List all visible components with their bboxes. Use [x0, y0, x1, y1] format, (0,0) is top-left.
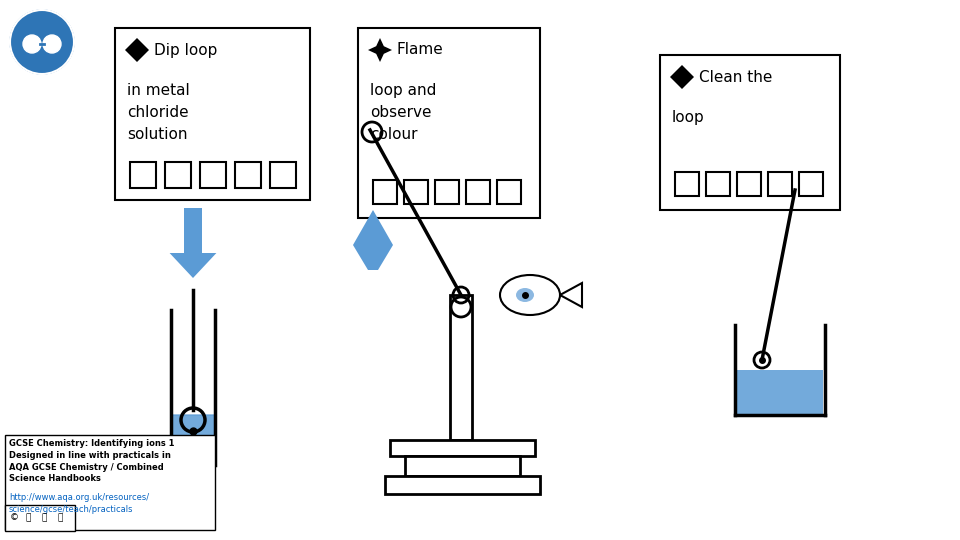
Bar [165, 162, 191, 188]
Text: Clean the: Clean the [699, 70, 773, 84]
Bar [373, 180, 397, 204]
Bar [358, 28, 540, 218]
Bar [737, 370, 823, 415]
Text: ©: © [10, 514, 19, 523]
Ellipse shape [500, 275, 560, 315]
Bar [5, 435, 215, 530]
Bar [497, 180, 521, 204]
Bar [390, 440, 535, 456]
Bar [660, 55, 840, 210]
Text: Flame: Flame [397, 43, 444, 57]
Bar [5, 505, 75, 531]
Bar [450, 295, 472, 440]
Bar [235, 162, 261, 188]
Bar [200, 162, 226, 188]
Ellipse shape [516, 288, 534, 302]
Text: http://www.aqa.org.uk/resources/
science/gcse/teach/practicals: http://www.aqa.org.uk/resources/ science… [9, 493, 149, 514]
Polygon shape [368, 38, 392, 62]
Bar [706, 172, 730, 196]
Polygon shape [353, 210, 393, 270]
Bar [115, 28, 310, 200]
Bar [404, 180, 428, 204]
Bar [435, 180, 459, 204]
Text: in metal
chloride
solution: in metal chloride solution [127, 83, 190, 143]
Text: GCSE Chemistry: Identifying ions 1
Designed in line with practicals in
AQA GCSE : GCSE Chemistry: Identifying ions 1 Desig… [9, 439, 175, 483]
Circle shape [23, 35, 41, 53]
Text: ⑂: ⑂ [42, 514, 47, 523]
Bar [737, 172, 761, 196]
Text: Ⓓ: Ⓓ [58, 514, 63, 523]
Bar [130, 162, 156, 188]
Bar [799, 172, 823, 196]
Polygon shape [670, 65, 694, 89]
Polygon shape [171, 415, 215, 465]
Polygon shape [125, 38, 149, 62]
Bar [184, 208, 202, 253]
Circle shape [10, 10, 74, 74]
Text: loop and
observe
colour: loop and observe colour [370, 83, 437, 143]
Text: Ⓟ: Ⓟ [26, 514, 32, 523]
Circle shape [43, 35, 61, 53]
Bar [466, 180, 490, 204]
Bar [270, 162, 296, 188]
Polygon shape [170, 253, 216, 278]
Bar [405, 456, 520, 476]
Bar [385, 476, 540, 494]
Bar [675, 172, 699, 196]
Text: Dip loop: Dip loop [154, 43, 217, 57]
Text: loop: loop [672, 110, 705, 125]
Bar [768, 172, 792, 196]
